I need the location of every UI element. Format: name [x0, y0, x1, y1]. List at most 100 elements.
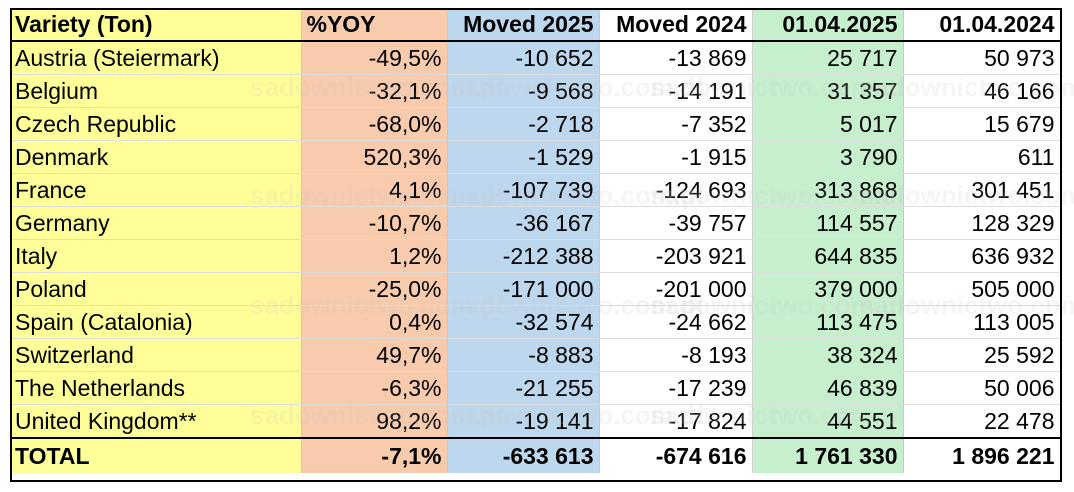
moved-2024-cell: -8 193 — [599, 338, 753, 372]
moved-2024-cell: -1 915 — [599, 140, 753, 174]
stock-table-wrapper: Variety (Ton) %YOY Moved 2025 Moved 2024… — [10, 8, 1061, 473]
total-row: TOTAL -7,1% -633 613 -674 616 1 761 330 1 896… — [10, 437, 1061, 473]
variety-cell: France — [10, 173, 302, 207]
stock-2025-cell: 114 557 — [752, 206, 904, 240]
moved-2025-cell: -2 718 — [447, 107, 600, 141]
variety-cell: United Kingdom** — [10, 404, 302, 439]
header-moved-2025: Moved 2025 — [447, 8, 600, 42]
variety-cell: Spain (Catalonia) — [10, 305, 302, 339]
header-variety: Variety (Ton) — [10, 8, 302, 42]
moved-2024-cell: -13 869 — [599, 41, 753, 75]
total-stock-2025-cell: 1 761 330 — [752, 437, 904, 473]
moved-2025-cell: -21 255 — [447, 371, 600, 405]
moved-2025-cell: -9 568 — [447, 74, 600, 108]
stock-2024-cell: 113 005 — [903, 305, 1061, 339]
stock-2024-cell: 636 932 — [903, 239, 1061, 273]
stock-2024-cell: 25 592 — [903, 338, 1061, 372]
header-row: Variety (Ton) %YOY Moved 2025 Moved 2024… — [10, 8, 1061, 42]
table-row: United Kingdom** 98,2% -19 141 -17 824 44 55… — [10, 404, 1061, 439]
total-yoy-cell: -7,1% — [301, 437, 448, 473]
moved-2025-cell: -32 574 — [447, 305, 600, 339]
yoy-cell: -6,3% — [301, 371, 448, 405]
variety-cell: Denmark — [10, 140, 302, 174]
table-row: Germany -10,7% -36 167 -39 757 114 557 128 32… — [10, 206, 1061, 240]
stock-2024-cell: 50 973 — [903, 41, 1061, 75]
stock-2025-cell: 313 868 — [752, 173, 904, 207]
table-row: Spain (Catalonia) 0,4% -32 574 -24 662 113 4… — [10, 305, 1061, 339]
stock-2025-cell: 25 717 — [752, 41, 904, 75]
moved-2025-cell: -10 652 — [447, 41, 600, 75]
moved-2025-cell: -171 000 — [447, 272, 600, 306]
total-moved-2024-cell: -674 616 — [599, 437, 753, 473]
moved-2024-cell: -17 824 — [599, 404, 753, 439]
yoy-cell: -10,7% — [301, 206, 448, 240]
table-body: Austria (Steiermark) -49,5% -10 652 -13 869… — [10, 41, 1061, 473]
table-row: Denmark 520,3% -1 529 -1 915 3 790 611 — [10, 140, 1061, 174]
stock-2025-cell: 44 551 — [752, 404, 904, 439]
moved-2024-cell: -14 191 — [599, 74, 753, 108]
header-stock-2024: 01.04.2024 — [903, 8, 1061, 42]
stock-2025-cell: 379 000 — [752, 272, 904, 306]
header-stock-2025: 01.04.2025 — [752, 8, 904, 42]
variety-cell: Germany — [10, 206, 302, 240]
moved-2025-cell: -212 388 — [447, 239, 600, 273]
stock-2024-cell: 128 329 — [903, 206, 1061, 240]
variety-cell: Austria (Steiermark) — [10, 41, 302, 75]
table-row: Czech Republic -68,0% -2 718 -7 352 5 017 15 … — [10, 107, 1061, 141]
table-row: Belgium -32,1% -9 568 -14 191 31 357 46 166 — [10, 74, 1061, 108]
moved-2024-cell: -39 757 — [599, 206, 753, 240]
stock-2025-cell: 3 790 — [752, 140, 904, 174]
yoy-cell: 4,1% — [301, 173, 448, 207]
stock-2025-cell: 46 839 — [752, 371, 904, 405]
table-row: Poland -25,0% -171 000 -201 000 379 000 505 0… — [10, 272, 1061, 306]
stock-2025-cell: 5 017 — [752, 107, 904, 141]
total-variety-cell: TOTAL — [10, 437, 302, 473]
variety-cell: Switzerland — [10, 338, 302, 372]
moved-2024-cell: -7 352 — [599, 107, 753, 141]
moved-2025-cell: -8 883 — [447, 338, 600, 372]
yoy-cell: 520,3% — [301, 140, 448, 174]
variety-cell: Czech Republic — [10, 107, 302, 141]
stock-2025-cell: 113 475 — [752, 305, 904, 339]
moved-2024-cell: -17 239 — [599, 371, 753, 405]
table-row: Austria (Steiermark) -49,5% -10 652 -13 869… — [10, 41, 1061, 75]
stock-2024-cell: 301 451 — [903, 173, 1061, 207]
stock-2025-cell: 38 324 — [752, 338, 904, 372]
variety-cell: Italy — [10, 239, 302, 273]
total-stock-2024-cell: 1 896 221 — [903, 437, 1061, 473]
table-row: Italy 1,2% -212 388 -203 921 644 835 636 932 — [10, 239, 1061, 273]
stock-2024-cell: 15 679 — [903, 107, 1061, 141]
stock-2024-cell: 505 000 — [903, 272, 1061, 306]
stock-2024-cell: 22 478 — [903, 404, 1061, 439]
moved-2024-cell: -124 693 — [599, 173, 753, 207]
yoy-cell: -32,1% — [301, 74, 448, 108]
variety-cell: The Netherlands — [10, 371, 302, 405]
yoy-cell: 1,2% — [301, 239, 448, 273]
moved-2025-cell: -19 141 — [447, 404, 600, 439]
header-moved-2024: Moved 2024 — [599, 8, 753, 42]
stock-2025-cell: 644 835 — [752, 239, 904, 273]
stock-2024-cell: 611 — [903, 140, 1061, 174]
yoy-cell: 98,2% — [301, 404, 448, 439]
total-moved-2025-cell: -633 613 — [447, 437, 600, 473]
header-yoy: %YOY — [301, 8, 448, 42]
moved-2024-cell: -201 000 — [599, 272, 753, 306]
stock-2024-cell: 46 166 — [903, 74, 1061, 108]
yoy-cell: -25,0% — [301, 272, 448, 306]
moved-2025-cell: -107 739 — [447, 173, 600, 207]
yoy-cell: 0,4% — [301, 305, 448, 339]
variety-cell: Poland — [10, 272, 302, 306]
stock-2025-cell: 31 357 — [752, 74, 904, 108]
yoy-cell: -68,0% — [301, 107, 448, 141]
table-row: Switzerland 49,7% -8 883 -8 193 38 324 25 592 — [10, 338, 1061, 372]
table-row: The Netherlands -6,3% -21 255 -17 239 46 839… — [10, 371, 1061, 405]
moved-2025-cell: -36 167 — [447, 206, 600, 240]
table-row: France 4,1% -107 739 -124 693 313 868 301 451 — [10, 173, 1061, 207]
stock-2024-cell: 50 006 — [903, 371, 1061, 405]
stock-table: Variety (Ton) %YOY Moved 2025 Moved 2024… — [10, 8, 1061, 473]
moved-2024-cell: -203 921 — [599, 239, 753, 273]
moved-2025-cell: -1 529 — [447, 140, 600, 174]
moved-2024-cell: -24 662 — [599, 305, 753, 339]
variety-cell: Belgium — [10, 74, 302, 108]
yoy-cell: -49,5% — [301, 41, 448, 75]
